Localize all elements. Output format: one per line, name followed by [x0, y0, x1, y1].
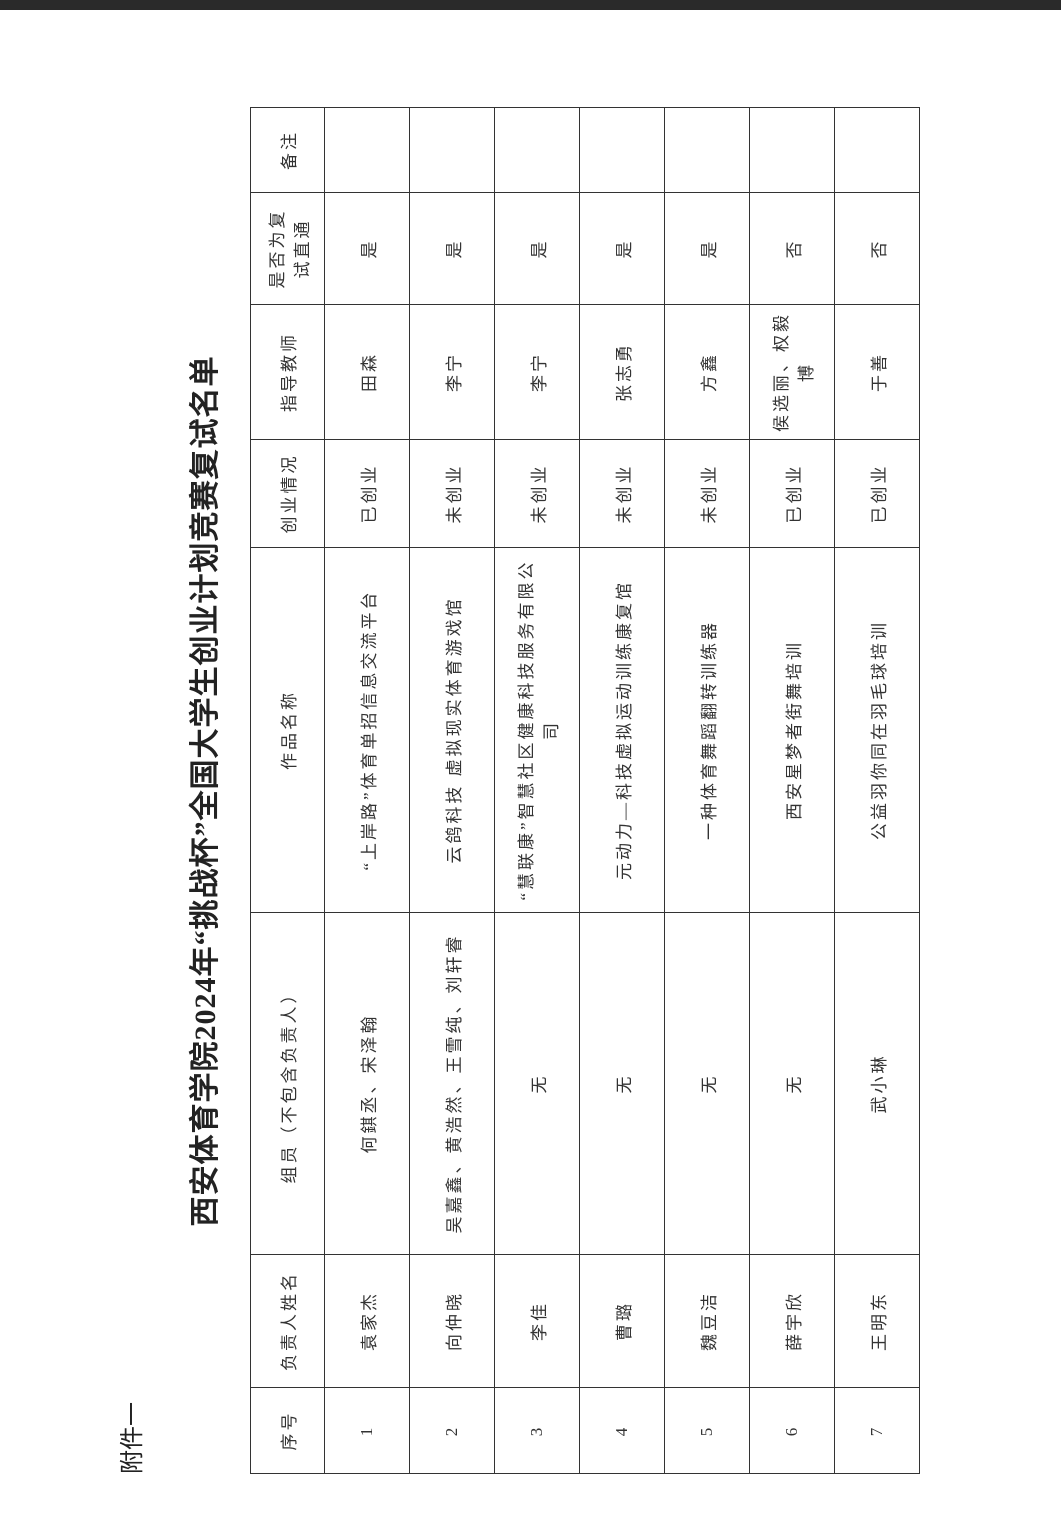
table-cell: [324, 107, 410, 193]
table-cell: 是: [579, 192, 665, 305]
table-cell: 未创业: [409, 439, 495, 548]
table-cell: 1: [324, 1387, 410, 1474]
table-cell: 5: [664, 1387, 750, 1474]
table-cell: “慧联康”智慧社区健康科技服务有限公司: [494, 547, 580, 913]
column-header: 序号: [250, 1387, 325, 1474]
table-cell: 是: [494, 192, 580, 305]
table-cell: 未创业: [494, 439, 580, 548]
table-cell: “上岸路”体育单招信息交流平台: [324, 547, 410, 913]
table-cell: 李宁: [409, 304, 495, 440]
table-cell: 李佳: [494, 1254, 580, 1388]
table-cell: 已创业: [324, 439, 410, 548]
table-cell: 张志勇: [579, 304, 665, 440]
table-cell: 未创业: [579, 439, 665, 548]
table-cell: 公益羽你同在羽毛球培训: [834, 547, 920, 913]
column-header: 备注: [250, 107, 325, 193]
table-row: 5 魏豆洁无一种体育舞蹈翻转训练器 未创业 方鑫是: [664, 107, 750, 1474]
table-cell: 无: [579, 912, 665, 1255]
table-cell: 袁家杰: [324, 1254, 410, 1388]
table-cell: 薛宇欣: [749, 1254, 835, 1388]
table-cell: 6: [749, 1387, 835, 1474]
table-cell: 是: [664, 192, 750, 305]
table-cell: 武小琳: [834, 912, 920, 1255]
table-cell: [834, 107, 920, 193]
table-row: 3 李佳无 “慧联康”智慧社区健康科技服务有限公司 未创业 李宁是: [494, 107, 580, 1474]
table-cell: 田森: [324, 304, 410, 440]
column-header: 组员（不包含负责人）: [250, 912, 325, 1255]
table-cell: 一种体育舞蹈翻转训练器: [664, 547, 750, 913]
table-cell: 4: [579, 1387, 665, 1474]
table-cell: 向仲晓: [409, 1254, 495, 1388]
table-cell: 于善: [834, 304, 920, 440]
table-row: 6 薛宇欣无西安星梦者街舞培训 已创业 侯选丽、权毅博否: [749, 107, 835, 1474]
column-header: 是否为复试直通: [250, 192, 325, 305]
table-cell: 王明东: [834, 1254, 920, 1388]
scan-edge: [0, 0, 1061, 10]
table-cell: [494, 107, 580, 193]
column-header: 创业情况: [250, 439, 325, 548]
column-header: 指导教师: [250, 304, 325, 440]
candidate-table: 序号 负责人姓名 组员（不包含负责人） 作品名称 创业情况 指导教师 是否为复试直通 备注 1…: [250, 107, 920, 1474]
column-header: 作品名称: [250, 547, 325, 913]
document-title: 西安体育学院2024年“挑战杯”全国大学生创业计划竞赛复试名单: [189, 355, 222, 1227]
table-cell: 无: [664, 912, 750, 1255]
table-cell: 3: [494, 1387, 580, 1474]
table-cell: [579, 107, 665, 193]
table-cell: 云鸽科技 虚拟现实体育游戏馆: [409, 547, 495, 913]
table-cell: 元动力—科技虚拟运动训练康复馆: [579, 547, 665, 913]
table-cell: 西安星梦者街舞培训: [749, 547, 835, 913]
table-cell: 否: [749, 192, 835, 305]
table-cell: [664, 107, 750, 193]
table-cell: 已创业: [749, 439, 835, 548]
table-cell: 李宁: [494, 304, 580, 440]
attachment-label: 附件一: [120, 1402, 146, 1474]
table-cell: 无: [494, 912, 580, 1255]
table-cell: 2: [409, 1387, 495, 1474]
table-cell: 7: [834, 1387, 920, 1474]
table-cell: 曹璐: [579, 1254, 665, 1388]
table-header-row: 序号 负责人姓名 组员（不包含负责人） 作品名称 创业情况 指导教师 是否为复试直通 备注: [250, 107, 325, 1474]
table-cell: [749, 107, 835, 193]
table-cell: 是: [324, 192, 410, 305]
table-cell: 是: [409, 192, 495, 305]
table-cell: 方鑫: [664, 304, 750, 440]
table-row: 4 曹璐无元动力—科技虚拟运动训练康复馆 未创业 张志勇是: [579, 107, 665, 1474]
table-cell: 吴嘉鑫、黄浩然、王雪纯、刘轩睿: [409, 912, 495, 1255]
table-cell: 已创业: [834, 439, 920, 548]
table-row: 2 向仲晓 吴嘉鑫、黄浩然、王雪纯、刘轩睿 云鸽科技 虚拟现实体育游戏馆 未创业 李宁是: [409, 107, 495, 1474]
table-cell: 未创业: [664, 439, 750, 548]
table-cell: [409, 107, 495, 193]
table-row: 1 袁家杰 何錤丞、宋泽翰 “上岸路”体育单招信息交流平台 已创业 田森是: [324, 107, 410, 1474]
table-cell: 魏豆洁: [664, 1254, 750, 1388]
table-cell: 何錤丞、宋泽翰: [324, 912, 410, 1255]
table-cell: 无: [749, 912, 835, 1255]
column-header: 负责人姓名: [250, 1254, 325, 1388]
table-cell: 侯选丽、权毅博: [749, 304, 835, 440]
table-cell: 否: [834, 192, 920, 305]
table-row: 7 王明东 武小琳 公益羽你同在羽毛球培训 已创业 于善否: [834, 107, 920, 1474]
